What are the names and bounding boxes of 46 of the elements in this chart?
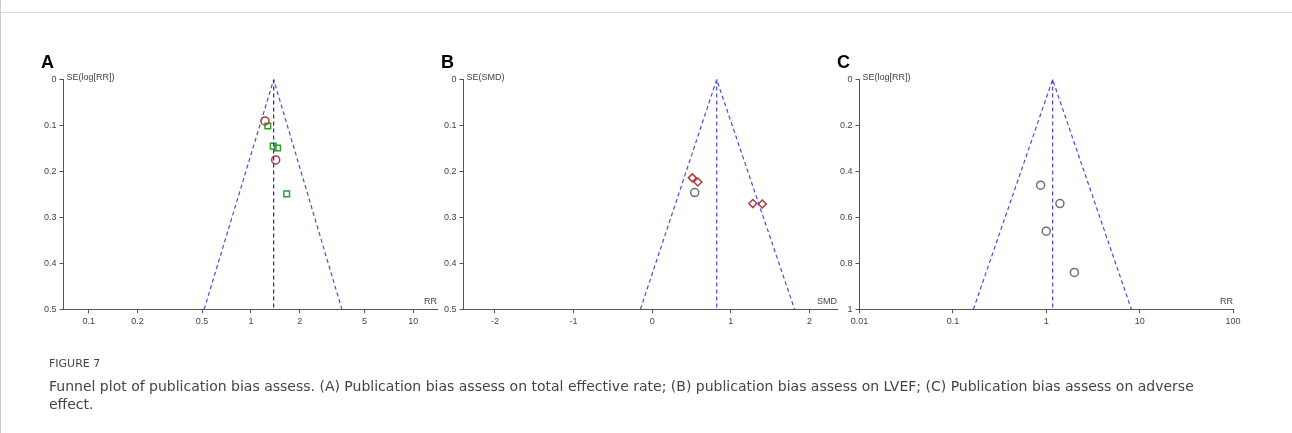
y-tick-label: 0 <box>451 74 457 85</box>
x-tick-label: 0.5 <box>195 316 209 327</box>
x-tick-label: 1 <box>1043 316 1049 327</box>
chart-title: C <box>837 51 850 72</box>
chart-title: A <box>41 51 54 72</box>
chart-title: B <box>441 51 454 72</box>
y-tick-label: 0.2 <box>444 165 457 176</box>
x-tick-label: 5 <box>361 316 367 327</box>
x-tick-label: 1 <box>248 316 254 327</box>
y-tick-label: 0.4 <box>444 257 457 268</box>
y-tick-label: 1 <box>847 303 853 314</box>
x-tick-label: 0.1 <box>82 316 95 327</box>
x-tick-label: 1 <box>728 316 734 327</box>
x-tick-label: -2 <box>490 316 499 327</box>
text: Funnel plot of publication bias assess. (A) Publication bias assess on total effective rate; (B) publication bias assess on LVEF; (C) Publication bias assess on adverse effect. <box>49 377 1195 413</box>
x-axis-title: RR <box>1220 296 1234 307</box>
y-axis-title: SE(log[RR]) <box>66 71 115 82</box>
y-axis-title: SE(log[RR]) <box>862 71 911 82</box>
y-tick-label: 0.2 <box>840 120 853 130</box>
y-tick-label: 0.5 <box>444 303 457 314</box>
caption: FIGURE 7 <box>49 357 102 370</box>
y-tick-label: 0.8 <box>840 257 853 268</box>
x-tick-label: 100 <box>1225 316 1241 327</box>
x-tick-label: 0.1 <box>946 316 960 327</box>
y-tick-label: 0 <box>847 74 853 85</box>
x-tick-label: 2 <box>297 316 303 327</box>
x-axis-title: RR <box>424 296 438 307</box>
y-tick-label: 0.1 <box>44 120 57 130</box>
y-tick-label: 0.1 <box>444 120 457 130</box>
x-tick-label: 0 <box>649 316 655 327</box>
x-tick-label: 10 <box>1134 316 1145 327</box>
x-axis-title: SMD <box>817 296 838 307</box>
x-tick-label: -1 <box>569 316 578 327</box>
x-tick-label: 10 <box>408 316 419 327</box>
x-tick-label: 0.01 <box>850 316 869 327</box>
y-tick-label: 0.6 <box>840 211 853 222</box>
y-tick-label: 0 <box>51 74 57 85</box>
y-tick-label: 0.4 <box>840 165 853 176</box>
y-tick-label: 0.5 <box>44 303 57 314</box>
x-tick-label: 2 <box>806 316 812 327</box>
y-axis-title: SE(SMD) <box>466 71 505 82</box>
y-tick-label: 0.4 <box>44 257 57 268</box>
y-tick-label: 0.3 <box>444 211 457 222</box>
y-tick-label: 0.2 <box>44 165 57 176</box>
y-tick-label: 0.3 <box>44 211 57 222</box>
x-tick-label: 0.2 <box>131 316 144 327</box>
